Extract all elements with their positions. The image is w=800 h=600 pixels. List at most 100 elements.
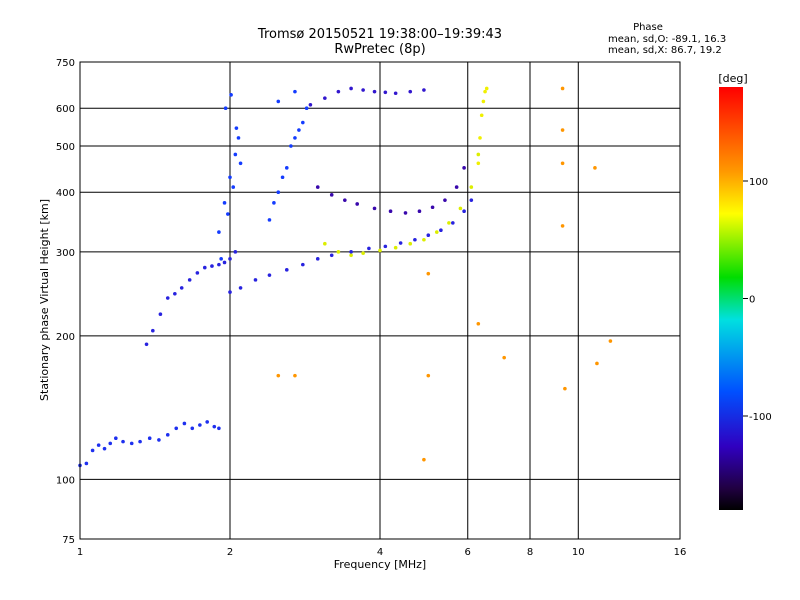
data-point (462, 209, 466, 213)
stats-line-x: mean, sd,X: 86.7, 19.2 (608, 45, 722, 56)
data-point (422, 457, 426, 462)
data-point (276, 99, 281, 104)
data-point (478, 136, 482, 140)
data-point (90, 448, 95, 453)
data-point (422, 88, 426, 92)
y-tick-label: 300 (56, 248, 75, 259)
x-tick-label: 8 (527, 547, 533, 558)
x-axis-label: Frequency [MHz] (334, 558, 426, 571)
data-point (151, 328, 155, 333)
stats-line-o: mean, sd,O: -89.1, 16.3 (608, 34, 726, 45)
chart-title: Tromsø 20150521 19:38:00–19:39:43 (257, 27, 502, 42)
colorbar-unit: [deg] (718, 72, 747, 85)
data-point (372, 206, 377, 211)
data-point (434, 230, 439, 234)
x-tick-label: 2 (227, 547, 233, 558)
data-point (563, 386, 567, 391)
data-point (349, 253, 353, 258)
colorbar-ticks: 100 0 -100 (743, 177, 772, 423)
y-tick-label: 100 (56, 475, 75, 486)
colorbar-tick-label: -100 (749, 412, 772, 423)
data-point (408, 89, 413, 94)
data-point (323, 241, 327, 246)
data-point (560, 128, 565, 132)
data-point (222, 201, 227, 205)
data-point (217, 262, 221, 267)
data-point (361, 251, 365, 256)
data-point (336, 89, 341, 94)
y-axis-ticks: 75 100 200 300 400 500 600 750 (56, 58, 75, 546)
data-point (315, 257, 320, 261)
data-point (447, 221, 451, 225)
plot-frame (79, 61, 681, 540)
data-point (202, 265, 207, 270)
x-tick-label: 10 (572, 547, 585, 558)
data-point (234, 126, 239, 130)
data-point (367, 246, 371, 251)
y-tick-label: 750 (56, 58, 75, 69)
data-point (560, 161, 565, 166)
data-point (593, 166, 597, 170)
data-point (289, 144, 293, 148)
data-point (272, 201, 276, 205)
data-point (236, 136, 241, 140)
data-point (608, 339, 613, 343)
plot-grid (80, 62, 680, 539)
data-point (398, 241, 403, 245)
data-point (383, 90, 388, 95)
x-tick-label: 4 (377, 547, 383, 558)
data-point (276, 373, 281, 378)
data-point (483, 89, 487, 94)
data-point (301, 262, 305, 267)
x-tick-label: 16 (674, 547, 687, 558)
data-point (293, 136, 297, 140)
y-tick-label: 600 (56, 104, 75, 115)
x-axis-ticks: 1 2 4 6 8 10 16 (77, 547, 687, 558)
data-point (187, 278, 192, 282)
data-point (228, 257, 232, 261)
data-point (454, 185, 459, 189)
data-point (403, 211, 408, 215)
data-point (121, 439, 125, 444)
data-point (222, 260, 227, 265)
data-point (349, 250, 353, 254)
data-point (413, 237, 417, 242)
y-tick-label: 200 (56, 332, 75, 343)
data-point (426, 373, 431, 378)
data-point (479, 113, 484, 118)
data-point (560, 86, 565, 91)
data-point (476, 152, 481, 157)
data-point (284, 166, 289, 170)
data-point (595, 361, 599, 366)
data-point (223, 106, 228, 111)
data-point (462, 166, 466, 170)
data-point (469, 185, 474, 189)
y-axis-label: Stationary phase Virtual Height [km] (38, 199, 51, 401)
data-point (560, 224, 565, 228)
data-point (114, 436, 118, 441)
data-point (458, 206, 463, 211)
data-point (174, 426, 179, 431)
data-point (165, 296, 170, 300)
y-tick-label: 75 (62, 535, 75, 546)
data-point (190, 426, 195, 431)
data-point (481, 99, 486, 104)
data-point (484, 86, 489, 91)
data-point (182, 421, 187, 426)
data-point (372, 89, 377, 94)
data-point (443, 198, 447, 202)
data-point (157, 438, 161, 442)
data-point (393, 91, 398, 96)
data-point (129, 441, 134, 446)
data-point (383, 244, 388, 249)
data-point (253, 278, 258, 282)
data-point (267, 273, 272, 277)
data-point (219, 257, 223, 261)
data-point (138, 439, 142, 444)
data-point (217, 230, 221, 234)
data-point (476, 321, 481, 326)
data-point (388, 209, 393, 213)
data-point (238, 286, 243, 290)
data-point (355, 202, 359, 206)
